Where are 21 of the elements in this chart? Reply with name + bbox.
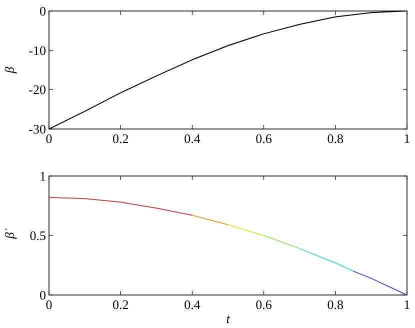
y-tick-label: 0 [40, 288, 46, 302]
x-tick-label: 0.6 [256, 297, 272, 312]
x-tick-label: 0.2 [112, 297, 129, 312]
y-tick-label: 0 [40, 4, 46, 18]
x-tick-label: 0.4 [184, 297, 201, 312]
x-tick-label: 0.8 [327, 131, 344, 146]
y-axis-title: β̇ [2, 228, 17, 240]
x-tick-label: 0.2 [112, 131, 129, 146]
line-series [48, 196, 193, 216]
y-tick-label: -30 [28, 122, 46, 136]
x-tick-label: 0.8 [327, 297, 344, 312]
y-axis-title: β [2, 66, 17, 74]
x-tick-label: 0.6 [256, 131, 272, 146]
x-axis-title: t [226, 311, 230, 326]
x-tick-label: 1 [404, 297, 410, 312]
y-tick-label: 0.5 [30, 228, 46, 243]
y-tick-label: -10 [28, 42, 46, 58]
y-tick-label: -20 [28, 82, 46, 98]
y-tick-label: 1 [40, 168, 46, 184]
x-tick-label: 1 [404, 131, 410, 146]
x-tick-label: 0.4 [184, 131, 201, 146]
